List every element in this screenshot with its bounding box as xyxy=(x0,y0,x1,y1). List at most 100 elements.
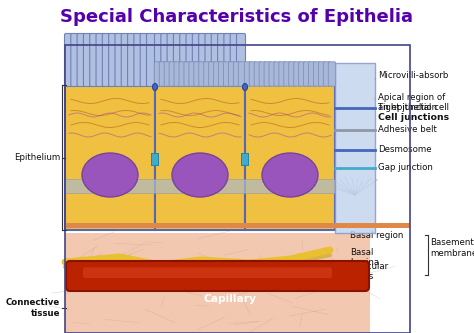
FancyBboxPatch shape xyxy=(102,34,111,87)
FancyBboxPatch shape xyxy=(169,62,176,86)
Ellipse shape xyxy=(243,84,247,91)
Bar xyxy=(65,85,155,230)
FancyBboxPatch shape xyxy=(328,62,336,86)
FancyBboxPatch shape xyxy=(180,34,189,87)
FancyBboxPatch shape xyxy=(279,62,286,86)
FancyBboxPatch shape xyxy=(167,34,176,87)
FancyBboxPatch shape xyxy=(164,62,172,86)
FancyBboxPatch shape xyxy=(204,62,211,86)
FancyBboxPatch shape xyxy=(189,62,196,86)
FancyBboxPatch shape xyxy=(233,62,241,86)
FancyBboxPatch shape xyxy=(274,62,282,86)
FancyBboxPatch shape xyxy=(161,34,170,87)
FancyBboxPatch shape xyxy=(238,62,246,86)
FancyBboxPatch shape xyxy=(83,267,332,278)
Bar xyxy=(152,153,158,165)
FancyBboxPatch shape xyxy=(244,62,252,86)
Bar xyxy=(241,153,248,165)
FancyBboxPatch shape xyxy=(199,62,206,86)
FancyBboxPatch shape xyxy=(284,62,291,86)
FancyBboxPatch shape xyxy=(264,62,272,86)
Bar xyxy=(245,85,335,230)
FancyBboxPatch shape xyxy=(249,62,256,86)
FancyBboxPatch shape xyxy=(237,34,246,87)
FancyBboxPatch shape xyxy=(109,34,118,87)
FancyBboxPatch shape xyxy=(134,34,143,87)
Text: Gap junction: Gap junction xyxy=(378,164,433,172)
Text: Tight junction: Tight junction xyxy=(378,104,437,113)
FancyBboxPatch shape xyxy=(309,62,316,86)
FancyBboxPatch shape xyxy=(77,34,86,87)
FancyBboxPatch shape xyxy=(173,34,182,87)
FancyBboxPatch shape xyxy=(254,62,262,86)
Text: Microvilli-absorb: Microvilli-absorb xyxy=(378,71,448,80)
FancyBboxPatch shape xyxy=(155,34,164,87)
FancyBboxPatch shape xyxy=(228,62,236,86)
Ellipse shape xyxy=(262,153,318,197)
Text: Narrow
extracellular
space: Narrow extracellular space xyxy=(153,45,222,75)
FancyBboxPatch shape xyxy=(205,34,214,87)
FancyBboxPatch shape xyxy=(121,34,130,87)
Text: Adhesive belt: Adhesive belt xyxy=(378,126,437,135)
Bar xyxy=(152,153,158,165)
FancyBboxPatch shape xyxy=(146,34,155,87)
Text: Epithelium: Epithelium xyxy=(14,153,60,162)
FancyBboxPatch shape xyxy=(159,62,167,86)
FancyBboxPatch shape xyxy=(289,62,296,86)
Text: Connective
tissue: Connective tissue xyxy=(6,298,60,318)
FancyBboxPatch shape xyxy=(140,34,149,87)
FancyBboxPatch shape xyxy=(115,34,124,87)
Text: Apical region of
an epithelial cell: Apical region of an epithelial cell xyxy=(378,93,449,113)
FancyBboxPatch shape xyxy=(303,62,311,86)
FancyBboxPatch shape xyxy=(294,62,301,86)
FancyBboxPatch shape xyxy=(224,34,233,87)
FancyBboxPatch shape xyxy=(323,62,331,86)
FancyBboxPatch shape xyxy=(218,34,227,87)
Bar xyxy=(335,63,375,233)
FancyBboxPatch shape xyxy=(71,34,80,87)
FancyBboxPatch shape xyxy=(269,62,276,86)
FancyBboxPatch shape xyxy=(186,34,195,87)
FancyBboxPatch shape xyxy=(230,34,239,87)
Bar xyxy=(65,233,370,333)
FancyBboxPatch shape xyxy=(211,34,220,87)
FancyBboxPatch shape xyxy=(83,34,92,87)
FancyBboxPatch shape xyxy=(184,62,191,86)
FancyBboxPatch shape xyxy=(90,34,99,87)
FancyBboxPatch shape xyxy=(66,261,369,291)
FancyBboxPatch shape xyxy=(313,62,321,86)
Text: Cilia-
propel: Cilia- propel xyxy=(88,52,144,71)
Bar xyxy=(241,153,248,165)
FancyBboxPatch shape xyxy=(179,62,186,86)
Text: Desmosome: Desmosome xyxy=(378,146,432,155)
FancyBboxPatch shape xyxy=(223,62,231,86)
FancyBboxPatch shape xyxy=(192,34,201,87)
Text: Nerve ending: Nerve ending xyxy=(196,273,264,283)
Bar xyxy=(65,179,335,193)
FancyBboxPatch shape xyxy=(214,62,221,86)
Bar xyxy=(65,223,410,228)
FancyBboxPatch shape xyxy=(64,34,73,87)
Text: Cell junctions: Cell junctions xyxy=(378,114,449,123)
Text: Basement
membrane: Basement membrane xyxy=(430,238,474,258)
Text: Capillary: Capillary xyxy=(203,294,256,304)
FancyBboxPatch shape xyxy=(194,62,201,86)
Text: Special Characteristics of Epithelia: Special Characteristics of Epithelia xyxy=(61,8,413,26)
Ellipse shape xyxy=(153,84,157,91)
FancyBboxPatch shape xyxy=(319,62,326,86)
Text: Basal
lamina: Basal lamina xyxy=(350,248,379,267)
Ellipse shape xyxy=(172,153,228,197)
Bar xyxy=(155,85,245,230)
Ellipse shape xyxy=(82,153,138,197)
FancyBboxPatch shape xyxy=(259,62,266,86)
FancyBboxPatch shape xyxy=(219,62,226,86)
Text: Basal region: Basal region xyxy=(350,230,403,239)
Text: Reticular
fibers: Reticular fibers xyxy=(350,262,388,281)
FancyBboxPatch shape xyxy=(209,62,216,86)
FancyBboxPatch shape xyxy=(174,62,182,86)
FancyBboxPatch shape xyxy=(199,34,208,87)
FancyBboxPatch shape xyxy=(299,62,306,86)
FancyBboxPatch shape xyxy=(128,34,137,87)
FancyBboxPatch shape xyxy=(96,34,105,87)
Bar xyxy=(65,45,410,333)
